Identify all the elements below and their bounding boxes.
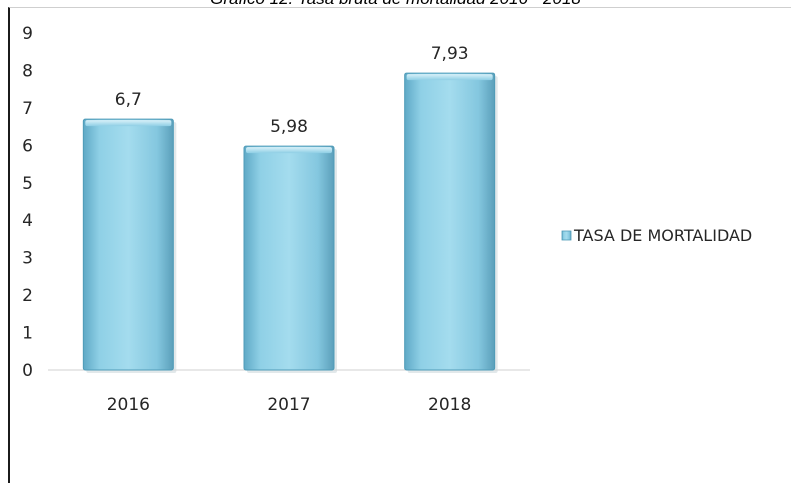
chart-title: Gráfico 12. Tasa bruta de mortalidad 201…: [0, 0, 791, 9]
legend-swatch: [561, 230, 572, 241]
data-label: 7,93: [431, 44, 469, 64]
data-label: 5,98: [270, 117, 308, 137]
y-tick-label: 3: [22, 249, 33, 269]
chart-frame: [8, 7, 791, 483]
y-tick-label: 9: [22, 24, 33, 44]
y-tick-label: 6: [22, 136, 33, 156]
bar: [82, 118, 174, 371]
x-tick-label: 2017: [267, 395, 310, 415]
x-tick-label: 2016: [107, 395, 150, 415]
y-tick-label: 1: [22, 324, 33, 344]
legend-label: TASA DE MORTALIDAD: [573, 226, 752, 245]
y-tick-label: 7: [22, 99, 33, 119]
y-tick-label: 4: [22, 211, 33, 231]
bar: [243, 145, 335, 371]
y-tick-label: 8: [22, 61, 33, 81]
bar-cap: [406, 74, 493, 81]
y-tick-label: 5: [22, 174, 33, 194]
bar-cap: [246, 147, 332, 154]
bar-cap: [85, 120, 172, 127]
bar: [404, 72, 496, 371]
y-tick-label: 0: [22, 361, 33, 381]
y-tick-label: 2: [22, 286, 33, 306]
data-label: 6,7: [115, 90, 142, 110]
x-tick-label: 2018: [428, 395, 471, 415]
